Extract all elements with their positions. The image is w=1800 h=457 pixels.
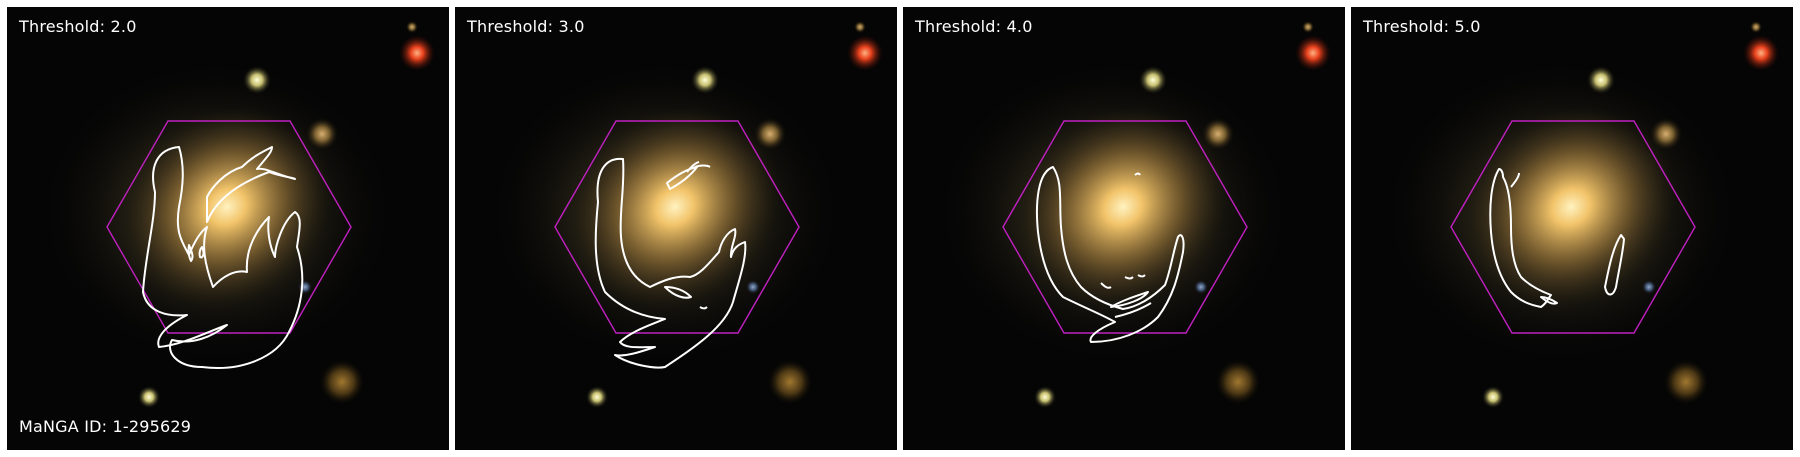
ifu-hexagon	[1002, 120, 1248, 334]
galaxy-image-4	[1351, 7, 1793, 450]
threshold-label: Threshold: 5.0	[1363, 17, 1481, 36]
ifu-hexagon	[106, 120, 352, 334]
contour-lines	[594, 157, 747, 369]
galaxy-image-2	[455, 7, 897, 450]
threshold-panel-3: Threshold: 4.0	[903, 7, 1345, 450]
threshold-panel-4: Threshold: 5.0	[1351, 7, 1793, 450]
galaxy-image-1	[7, 7, 449, 450]
threshold-label: Threshold: 2.0	[19, 17, 137, 36]
threshold-panel-2: Threshold: 3.0	[455, 7, 897, 450]
ifu-hexagon	[1450, 120, 1696, 334]
manga-id-label: MaNGA ID: 1-295629	[19, 417, 192, 436]
threshold-panel-1: Threshold: 2.0 MaNGA ID: 1-295629	[7, 7, 449, 450]
galaxy-image-3	[903, 7, 1345, 450]
threshold-label: Threshold: 4.0	[915, 17, 1033, 36]
contour-lines	[1489, 168, 1625, 308]
ifu-hexagon	[554, 120, 800, 334]
contour-lines	[1035, 166, 1185, 343]
contour-lines	[142, 146, 304, 369]
threshold-label: Threshold: 3.0	[467, 17, 585, 36]
